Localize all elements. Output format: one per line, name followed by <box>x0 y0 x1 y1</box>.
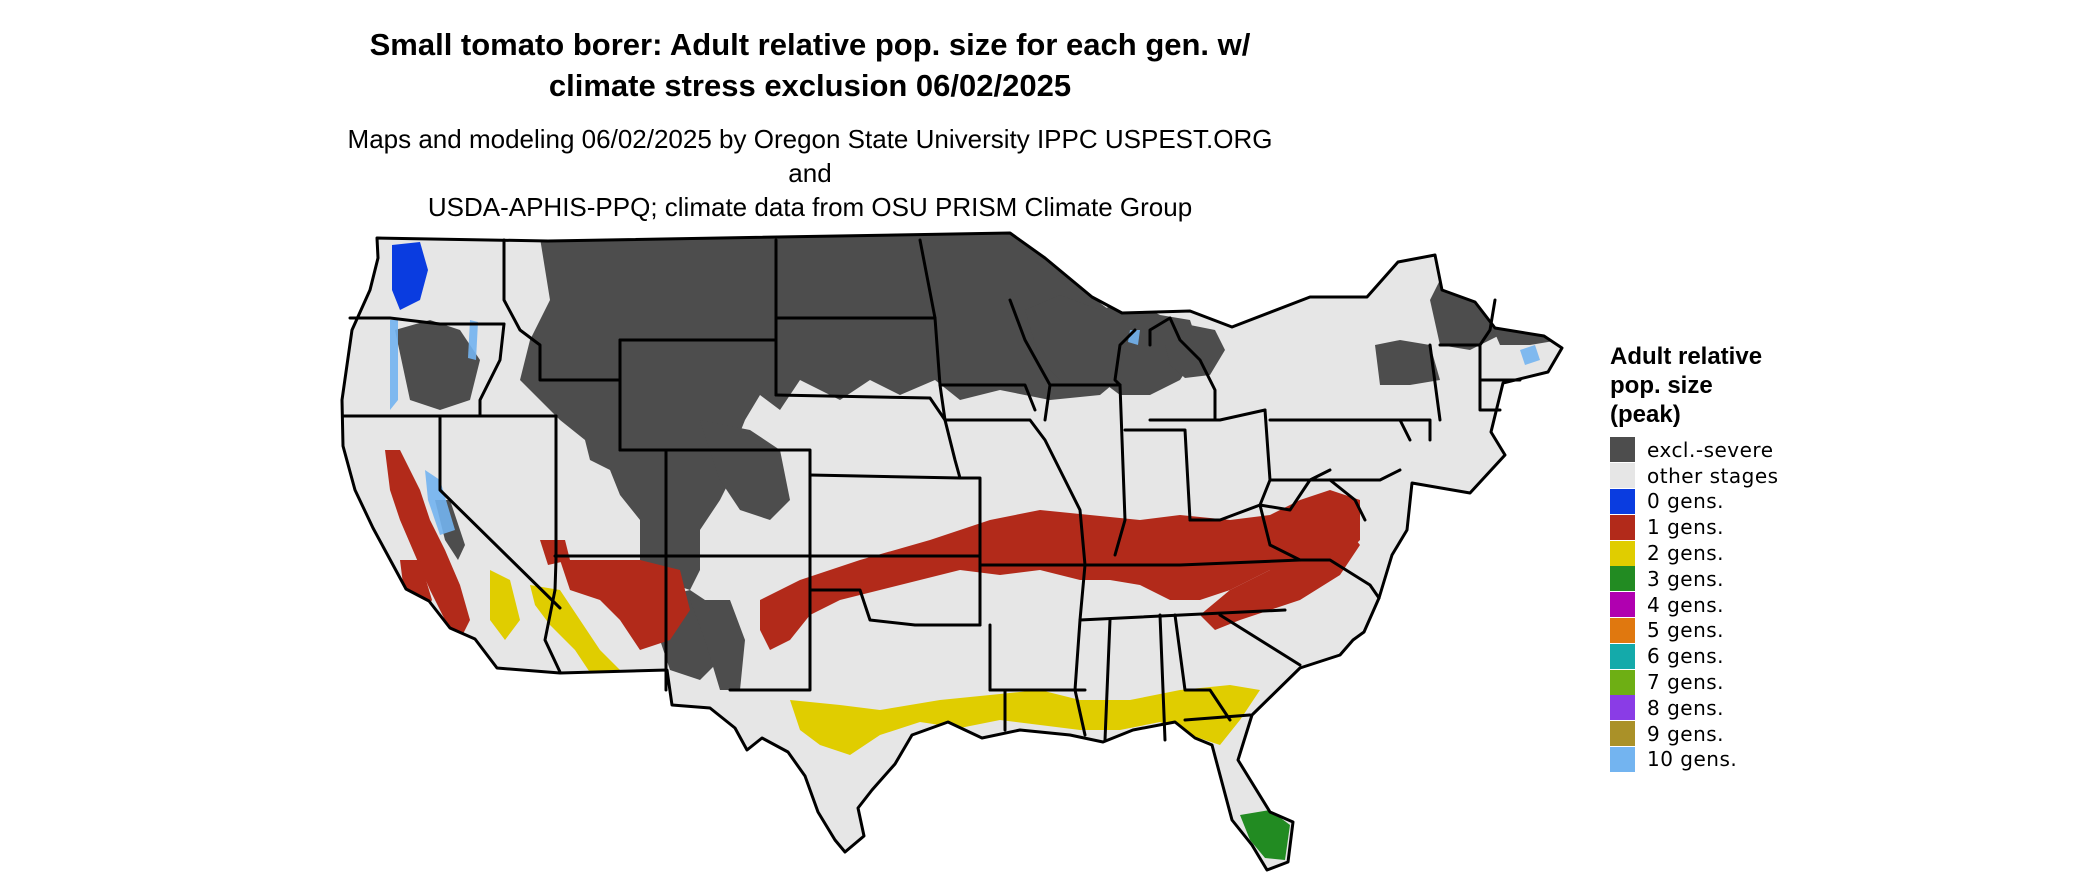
legend-item: 0 gens. <box>1610 488 1850 515</box>
legend-label: 3 gens. <box>1647 566 1725 591</box>
map-subtitle-line2: USDA-APHIS-PPQ; climate data from OSU PR… <box>427 192 1193 222</box>
legend-item: 8 gens. <box>1610 695 1850 721</box>
legend-swatch <box>1610 514 1635 540</box>
legend-label: 4 gens. <box>1647 592 1725 617</box>
legend-item: other stages <box>1610 463 1850 489</box>
legend-item: 4 gens. <box>1610 592 1850 618</box>
legend-label: 8 gens. <box>1647 695 1725 720</box>
legend-label: 0 gens. <box>1647 489 1725 514</box>
legend-label: 5 gens. <box>1647 618 1725 643</box>
legend-swatch <box>1610 746 1635 772</box>
legend-label: 6 gens. <box>1647 644 1725 669</box>
legend-items: excl.-severe other stages 0 gens. 1 gens… <box>1610 437 1850 772</box>
legend-item: 10 gens. <box>1610 746 1850 773</box>
legend-swatch <box>1610 721 1635 747</box>
legend: Adult relative pop. size (peak) excl.-se… <box>1610 342 1850 772</box>
legend-swatch <box>1610 463 1635 489</box>
legend-label: 7 gens. <box>1647 670 1725 695</box>
legend-item: 7 gens. <box>1610 669 1850 695</box>
legend-label: 9 gens. <box>1647 721 1725 746</box>
legend-swatch <box>1610 669 1635 695</box>
legend-swatch <box>1610 488 1635 514</box>
map-title-line1: Small tomato borer: Adult relative pop. … <box>369 27 1251 62</box>
legend-label: 2 gens. <box>1647 541 1725 566</box>
legend-item: 5 gens. <box>1610 617 1850 644</box>
legend-swatch <box>1610 643 1635 669</box>
us-map <box>340 231 1564 872</box>
legend-swatch <box>1610 437 1635 463</box>
legend-swatch <box>1610 695 1635 721</box>
map-subtitle-line1: Maps and modeling 06/02/2025 by Oregon S… <box>347 124 1273 188</box>
map-title: Small tomato borer: Adult relative pop. … <box>330 24 1290 106</box>
legend-item: 6 gens. <box>1610 643 1850 669</box>
legend-item: 2 gens. <box>1610 540 1850 566</box>
legend-swatch <box>1610 592 1635 618</box>
legend-label: excl.-severe <box>1647 437 1774 462</box>
legend-label: 1 gens. <box>1647 515 1725 540</box>
map-subtitle: Maps and modeling 06/02/2025 by Oregon S… <box>330 122 1290 224</box>
legend-item: excl.-severe <box>1610 437 1850 463</box>
map-title-line2: climate stress exclusion 06/02/2025 <box>548 68 1072 103</box>
legend-item: 1 gens. <box>1610 514 1850 540</box>
legend-label: 10 gens. <box>1647 747 1738 772</box>
legend-swatch <box>1610 617 1635 643</box>
legend-swatch <box>1610 566 1635 592</box>
legend-title: Adult relative pop. size (peak) <box>1610 343 1763 428</box>
legend-item: 3 gens. <box>1610 566 1850 592</box>
legend-item: 9 gens. <box>1610 721 1850 747</box>
legend-label: other stages <box>1647 463 1779 488</box>
legend-swatch <box>1610 540 1635 566</box>
